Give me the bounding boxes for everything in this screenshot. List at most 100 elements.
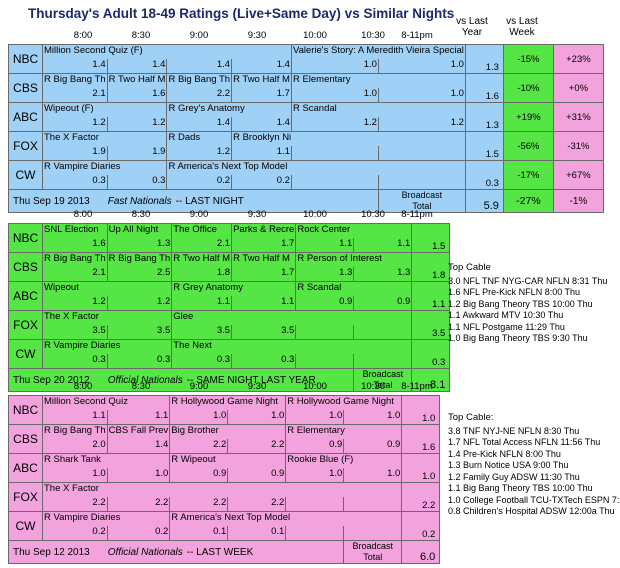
- show-name: R America's Next Top Model: [169, 511, 403, 526]
- footer-caption: Thu Sep 12 2013 Official Nationals -- LAST…: [7, 540, 345, 564]
- ratings-table-pane1: NBC Million Second Quiz (F) Valerie's Stor…: [8, 44, 604, 213]
- time-header-pane3-5: 10:30: [361, 381, 385, 392]
- rating-value: 2.2: [169, 497, 229, 512]
- top-cable-item: 0.8 Children's Hospital ADSW 12:00a Thu: [448, 506, 615, 516]
- top-cable-item: 1.1 Awkward MTV 10:30 Thu: [448, 310, 564, 320]
- total-vs-last-week: -1%: [552, 189, 604, 213]
- rating-value: 1.1: [295, 238, 355, 253]
- rating-value: 2.5: [106, 267, 173, 282]
- table-row: 0.2 0.2 0.1 0.1: [9, 526, 440, 541]
- footer-type: Official Nationals: [107, 546, 183, 558]
- rating-value: 0.9: [353, 296, 413, 311]
- table-row: FOX The X Factor R Dads R Brooklyn Ni 1.5 -56…: [8, 131, 604, 161]
- time-header-pane1-4: 10:00: [303, 30, 327, 41]
- rating-value: 2.2: [42, 497, 108, 512]
- table-row: 1.2 1.2 1.1 1.1 0.9 0.9: [9, 296, 450, 311]
- time-header-pane3-1: 8:30: [131, 381, 151, 392]
- show-name: R Two Half M: [171, 252, 233, 267]
- show-name: The X Factor: [41, 310, 173, 325]
- table-row: CW R Vampire Diaries R America's Next Top …: [8, 511, 441, 541]
- rating-value: 1.3: [353, 267, 413, 282]
- footer-rest: -- LAST NIGHT: [175, 195, 244, 207]
- time-header-pane2-0: 8:00: [73, 209, 93, 220]
- header-vs-last-year: vs Last Year: [456, 16, 488, 38]
- time-header-pane2-6: 8-11pm: [401, 209, 433, 220]
- rating-value: 1.4: [231, 117, 292, 132]
- footer-rest: -- LAST WEEK: [186, 546, 254, 558]
- show-name: R Big Bang Th: [106, 252, 173, 267]
- footer-type: Fast Nationals: [107, 195, 172, 207]
- table-row: NBC Million Second Quiz (F) Valerie's Stor…: [8, 44, 604, 74]
- rating-value: 1.0: [343, 468, 403, 483]
- rating-value: 1.4: [231, 59, 292, 74]
- rating-value: 1.0: [42, 468, 108, 483]
- show-name: R Big Bang Th: [166, 73, 233, 88]
- rating-value: 0.3: [171, 354, 233, 369]
- show-name: R Big Bang Th: [42, 252, 108, 267]
- show-name: Million Second Quiz: [41, 395, 171, 410]
- rating-value: 3.5: [106, 325, 173, 340]
- rating-value: [343, 497, 403, 512]
- rating-value: 1.0: [343, 410, 403, 425]
- show-name: Up All Night: [106, 223, 173, 238]
- time-header-pane3-3: 9:30: [247, 381, 267, 392]
- show-name: R Big Bang Th: [42, 73, 108, 88]
- rating-value: 1.3: [295, 267, 355, 282]
- slot-total: 1.3: [464, 102, 504, 132]
- rating-value: 1.6: [106, 88, 168, 103]
- top-cable-item: 1.1 Big Bang Theory TBS 10:00 Thu: [448, 483, 593, 493]
- rating-value: 2.1: [171, 238, 233, 253]
- table-row: 0.3 0.3 0.2 0.2: [9, 175, 604, 190]
- time-header-pane2-4: 10:00: [303, 209, 327, 220]
- show-name: The X Factor: [41, 131, 168, 146]
- show-name: Wipeout: [41, 281, 173, 296]
- table-row: 1.2 1.2 1.4 1.4 1.2 1.2: [9, 117, 604, 132]
- time-header-pane1-5: 10:30: [361, 30, 385, 41]
- rating-value: 1.0: [377, 88, 466, 103]
- show-name: Rock Center: [295, 223, 413, 238]
- top-cable-item: 1.2 Family Guy ADSW 11:30 Thu: [448, 471, 580, 482]
- rating-value: 0.2: [106, 526, 171, 541]
- broadcast-total-label: Broadcast Total: [343, 540, 403, 564]
- show-name: R Wipeout: [169, 453, 287, 468]
- rating-value: 0.3: [106, 354, 173, 369]
- show-name: R Vampire Diaries: [41, 511, 171, 526]
- network-nbc: NBC: [8, 223, 43, 253]
- show-name: The Office: [171, 223, 233, 238]
- network-cbs: CBS: [8, 252, 43, 282]
- rating-value: 1.0: [377, 59, 466, 74]
- table-row: 3.5 3.5 3.5 3.5: [9, 325, 450, 340]
- table-row: ABC R Shark Tank R Wipeout Rookie Blue (F) 1…: [8, 453, 441, 483]
- table-row: 1.1 1.1 1.0 1.0 1.0 1.0: [9, 410, 440, 425]
- rating-value: 1.0: [285, 468, 345, 483]
- vs-last-year-cell: -56%: [502, 131, 554, 161]
- rating-value: 3.5: [231, 325, 297, 340]
- network-abc: ABC: [8, 281, 43, 311]
- time-header-pane2-3: 9:30: [247, 209, 267, 220]
- rating-value: 0.2: [42, 526, 108, 541]
- rating-value: 0.3: [42, 175, 108, 190]
- vs-last-week-cell: +23%: [552, 44, 604, 74]
- rating-value: 0.1: [227, 526, 287, 541]
- ratings-table-pane2: NBC SNL Election Up All Night The Office Par…: [7, 223, 451, 392]
- rating-value: 1.1: [171, 296, 233, 311]
- footer-caption: Thu Sep 19 2013 Fast Nationals -- LAST NIG…: [8, 189, 379, 213]
- top-cable-item: 1.4 Pre-Kick NFLN 8:00 Thu: [448, 448, 561, 459]
- rating-value: 1.2: [166, 146, 233, 161]
- rating-value: 1.0: [285, 410, 345, 425]
- show-name: Valerie's Story: A Meredith Vieira Speci…: [290, 44, 466, 59]
- table-row: 2.1 2.5 1.8 1.7 1.3 1.3: [9, 267, 450, 282]
- slot-total: 1.5: [464, 131, 504, 161]
- vs-last-year-cell: -10%: [502, 73, 554, 103]
- rating-value: 0.3: [106, 175, 168, 190]
- table-row: 0.3 0.3 0.3 0.3: [9, 354, 450, 369]
- time-header-pane3-4: 10:00: [303, 381, 327, 392]
- rating-value: 2.0: [42, 439, 108, 454]
- slot-total: 3.5: [411, 310, 451, 340]
- slot-total: 1.5: [411, 223, 451, 253]
- slot-total: 1.1: [411, 281, 451, 311]
- show-name: R Hollywood Game Night: [169, 395, 287, 410]
- slot-total: 1.6: [464, 73, 504, 103]
- rating-value: [295, 325, 355, 340]
